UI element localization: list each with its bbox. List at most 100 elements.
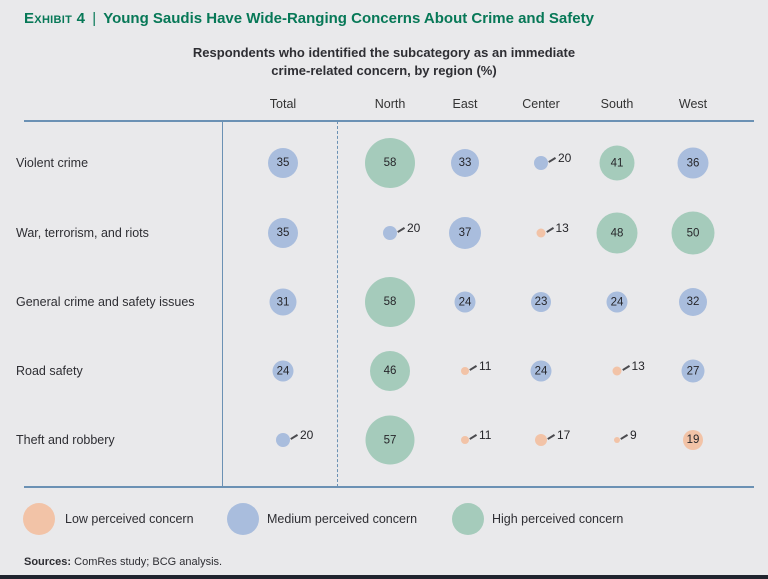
exhibit-title-text: Young Saudis Have Wide-Ranging Concerns …: [103, 10, 594, 27]
bubble-value: 50: [686, 227, 700, 239]
bubble: 33: [451, 149, 479, 177]
bubble: 46: [370, 351, 410, 391]
bubble: 58: [365, 277, 415, 327]
column-header-south: South: [600, 97, 634, 111]
sources-label: Sources:: [24, 556, 72, 568]
bubble: [534, 156, 548, 170]
bubble-value: 11: [479, 359, 492, 373]
bubble-value: 20: [558, 151, 572, 165]
bubble-value: 24: [458, 296, 472, 308]
bubble-value: 37: [458, 227, 472, 239]
row-label: Violent crime: [16, 156, 89, 170]
bubble-value: 35: [276, 227, 290, 239]
bubble: 24: [606, 291, 628, 313]
regions-column-divider: [337, 121, 338, 487]
bubble: 57: [365, 415, 415, 465]
bubble-value: 41: [610, 157, 624, 169]
bubble: 24: [454, 291, 476, 313]
bubble: 19: [683, 430, 703, 450]
header-rule: [24, 120, 754, 122]
column-header-west: West: [678, 97, 708, 111]
bubble: 24: [530, 360, 552, 382]
bubble: 36: [677, 147, 709, 179]
title-separator: |: [92, 10, 97, 27]
bubble: [383, 226, 397, 240]
bubble-value: 32: [686, 296, 700, 308]
bubble: 23: [531, 292, 551, 312]
sources-line: Sources: ComRes study; BCG analysis.: [24, 556, 222, 568]
bubble-value: 13: [555, 221, 569, 235]
column-header-total: Total: [269, 97, 297, 111]
bubble-value: 20: [300, 428, 314, 442]
bubble: 27: [681, 359, 705, 383]
bubble-value: 24: [276, 365, 290, 377]
row-label: Road safety: [16, 364, 83, 378]
leader-line: [397, 226, 405, 233]
bubble-value: 57: [383, 434, 397, 446]
total-column-divider: [222, 121, 223, 487]
bubble: 31: [269, 288, 297, 316]
bubble-value: 58: [383, 296, 397, 308]
bubble-value: 19: [686, 434, 700, 446]
bubble: 35: [268, 148, 298, 178]
bubble-value: 33: [458, 157, 472, 169]
leader-line: [620, 433, 628, 440]
bubble-value: 23: [534, 296, 548, 308]
leader-line: [469, 433, 477, 440]
bubble-value: 58: [383, 157, 397, 169]
bubble-value: 20: [407, 221, 421, 235]
bubble-value: 24: [610, 296, 624, 308]
leader-line: [621, 364, 630, 371]
column-header-center: Center: [522, 97, 560, 111]
column-header-north: North: [374, 97, 406, 111]
legend-swatch-high: [452, 503, 484, 535]
bubble: 35: [268, 218, 298, 248]
bubble-value: 48: [610, 227, 624, 239]
bubble: 50: [671, 211, 715, 255]
leader-line: [545, 226, 554, 233]
footer-rule: [24, 486, 754, 488]
bubble-value: 36: [686, 157, 700, 169]
bubble: [614, 437, 620, 443]
chart-subtitle: Respondents who identified the subcatego…: [0, 44, 768, 80]
legend-label-high: High perceived concern: [492, 512, 624, 526]
footer-accent-bar: [0, 575, 768, 579]
page-title: Exhibit 4 | Young Saudis Have Wide-Ranging…: [24, 10, 594, 27]
bubble-value: 13: [631, 359, 645, 373]
bubble: [612, 366, 622, 376]
legend-label-medium: Medium perceived concern: [267, 512, 418, 526]
legend-swatch-medium: [227, 503, 259, 535]
legend-swatch-low: [23, 503, 55, 535]
leader-line: [469, 364, 477, 371]
leader-line: [547, 433, 555, 440]
leader-line: [290, 433, 298, 440]
bubble: 41: [599, 145, 635, 181]
chart-subtitle-line1: Respondents who identified the subcatego…: [192, 45, 576, 60]
legend-label-low: Low perceived concern: [65, 512, 194, 526]
bubble: [276, 433, 290, 447]
row-label: War, terrorism, and riots: [16, 226, 149, 240]
exhibit-number: Exhibit 4: [24, 10, 86, 27]
leader-line: [548, 156, 556, 163]
bubble: 48: [596, 212, 638, 254]
bubble: 32: [679, 288, 707, 316]
bubble-value: 9: [630, 428, 637, 442]
bubble: 37: [449, 217, 481, 249]
bubble: [536, 228, 546, 238]
column-header-east: East: [452, 97, 478, 111]
row-label: General crime and safety issues: [16, 295, 195, 309]
bubble-value: 46: [383, 365, 397, 377]
bubble: 58: [365, 138, 415, 188]
bubble: 24: [272, 360, 294, 382]
bubble-value: 31: [276, 296, 290, 308]
bubble-value: 35: [276, 157, 290, 169]
bubble-value: 27: [686, 365, 700, 377]
bubble-value: 24: [534, 365, 548, 377]
chart-subtitle-line2: crime-related concern, by region (%): [271, 63, 497, 78]
bubble-value: 17: [557, 428, 571, 442]
bubble: [461, 367, 469, 375]
bubble: [535, 434, 547, 446]
bubble-value: 11: [479, 428, 492, 442]
sources-text: ComRes study; BCG analysis.: [74, 556, 223, 568]
